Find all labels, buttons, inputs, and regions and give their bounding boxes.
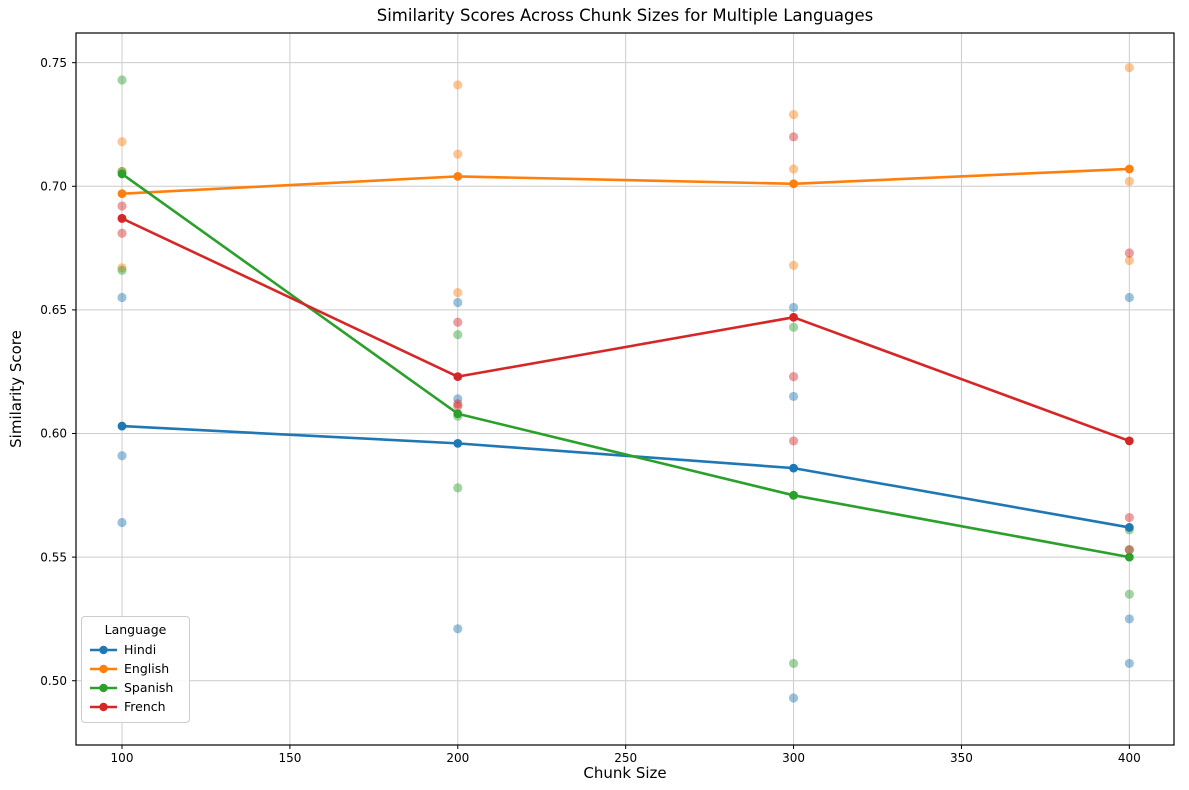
- scatter-point-french: [788, 132, 799, 142]
- scatter-point-spanish: [788, 658, 799, 669]
- x-tick-label: 150: [278, 751, 301, 765]
- line-marker-english: [117, 189, 127, 199]
- scatter-point-hindi: [1124, 292, 1134, 303]
- line-french: [121, 217, 1130, 443]
- line-marker-spanish: [117, 169, 127, 179]
- legend-title: Language: [104, 622, 167, 637]
- plot-border: [75, 32, 1175, 746]
- scatter-point-french: [117, 228, 127, 238]
- scatter-point-hindi: [453, 297, 463, 308]
- scatter-point-hindi: [117, 451, 127, 461]
- scatter-point-english: [1124, 63, 1134, 73]
- scatter-point-spanish: [788, 322, 799, 332]
- legend-label: English: [124, 661, 170, 676]
- scatter-point-french: [1124, 545, 1134, 555]
- x-tick-label: 400: [1118, 751, 1141, 765]
- x-tick-label: 350: [950, 751, 973, 765]
- scatter-point-hindi: [117, 517, 127, 528]
- scatter-point-french: [453, 399, 463, 409]
- x-axis-label: Chunk Size: [583, 764, 667, 782]
- scatter-point-english: [117, 137, 127, 147]
- line-marker-spanish: [1124, 552, 1134, 562]
- y-tick-label: 0.65: [40, 303, 67, 317]
- line-marker-french: [1124, 436, 1134, 446]
- legend-item-english: English: [90, 659, 181, 678]
- legend-label: Spanish: [124, 680, 174, 695]
- x-tick-label: 100: [111, 751, 134, 765]
- scatter-point-hindi: [1124, 658, 1134, 669]
- scatter-point-hindi: [453, 624, 463, 634]
- scatter-point-english: [117, 263, 127, 273]
- y-tick-label: 0.50: [40, 674, 67, 688]
- x-tick-label: 300: [782, 751, 805, 765]
- line-marker-spanish: [789, 490, 798, 500]
- scatter-point-french: [1124, 248, 1134, 258]
- scatter-point-english: [453, 149, 463, 159]
- scatter-point-spanish: [453, 330, 463, 340]
- scatter-point-french: [788, 436, 799, 446]
- scatter-point-hindi: [788, 391, 799, 402]
- line-marker-english: [789, 179, 798, 189]
- scatter-point-spanish: [117, 265, 127, 275]
- legend-line-marker-icon: [90, 645, 117, 654]
- scatter-point-spanish: [1124, 589, 1134, 599]
- line-marker-hindi: [453, 438, 463, 448]
- scatter-point-english: [1124, 176, 1134, 186]
- x-tick-label: 250: [614, 751, 637, 765]
- line-marker-french: [117, 214, 127, 223]
- chart-title: Similarity Scores Across Chunk Sizes for…: [376, 6, 874, 25]
- scatter-point-french: [453, 317, 463, 327]
- x-tick-label: 200: [446, 751, 469, 765]
- legend-label: Hindi: [124, 642, 157, 657]
- line-spanish: [121, 172, 1130, 559]
- line-marker-english: [453, 171, 463, 181]
- legend-line-marker-icon: [90, 702, 117, 711]
- line-english: [121, 167, 1130, 195]
- legend-item-spanish: Spanish: [90, 678, 181, 697]
- legend-line-marker-icon: [90, 664, 117, 673]
- line-marker-hindi: [1124, 523, 1134, 532]
- y-tick-label: 0.60: [40, 427, 67, 441]
- line-marker-hindi: [117, 421, 127, 431]
- scatter-point-english: [1124, 255, 1134, 266]
- legend-line-marker-icon: [90, 683, 117, 692]
- legend-items: Hindi English Spanish French: [90, 640, 181, 716]
- line-marker-french: [789, 312, 798, 322]
- scatter-point-english: [788, 164, 799, 174]
- legend-item-french: French: [90, 697, 181, 716]
- scatter-point-french: [1124, 512, 1134, 523]
- scatter-point-spanish: [453, 483, 463, 493]
- legend-box: Language Hindi English Spanish French: [81, 616, 190, 723]
- legend-label: French: [124, 699, 166, 714]
- y-tick-label: 0.70: [40, 179, 67, 193]
- scatter-point-hindi: [117, 292, 127, 303]
- y-tick-label: 0.55: [40, 550, 67, 564]
- line-marker-hindi: [789, 463, 798, 473]
- scatter-point-hindi: [788, 693, 799, 703]
- scatter-point-french: [453, 401, 463, 411]
- scatter-point-english: [788, 109, 799, 120]
- scatter-point-hindi: [788, 302, 799, 313]
- scatter-point-english: [453, 80, 463, 90]
- scatter-point-spanish: [117, 75, 127, 85]
- scatter-point-french: [788, 372, 799, 382]
- line-marker-french: [453, 372, 463, 382]
- scatter-point-english: [788, 260, 799, 270]
- scatter-point-hindi: [453, 394, 463, 404]
- scatter-point-french: [117, 201, 127, 211]
- scatter-point-hindi: [1124, 614, 1134, 624]
- y-tick-label: 0.75: [40, 56, 67, 70]
- line-marker-spanish: [453, 409, 463, 419]
- legend-item-hindi: Hindi: [90, 640, 181, 659]
- scatter-point-spanish: [1124, 545, 1134, 555]
- line-marker-english: [1124, 164, 1134, 174]
- scatter-point-english: [453, 287, 463, 298]
